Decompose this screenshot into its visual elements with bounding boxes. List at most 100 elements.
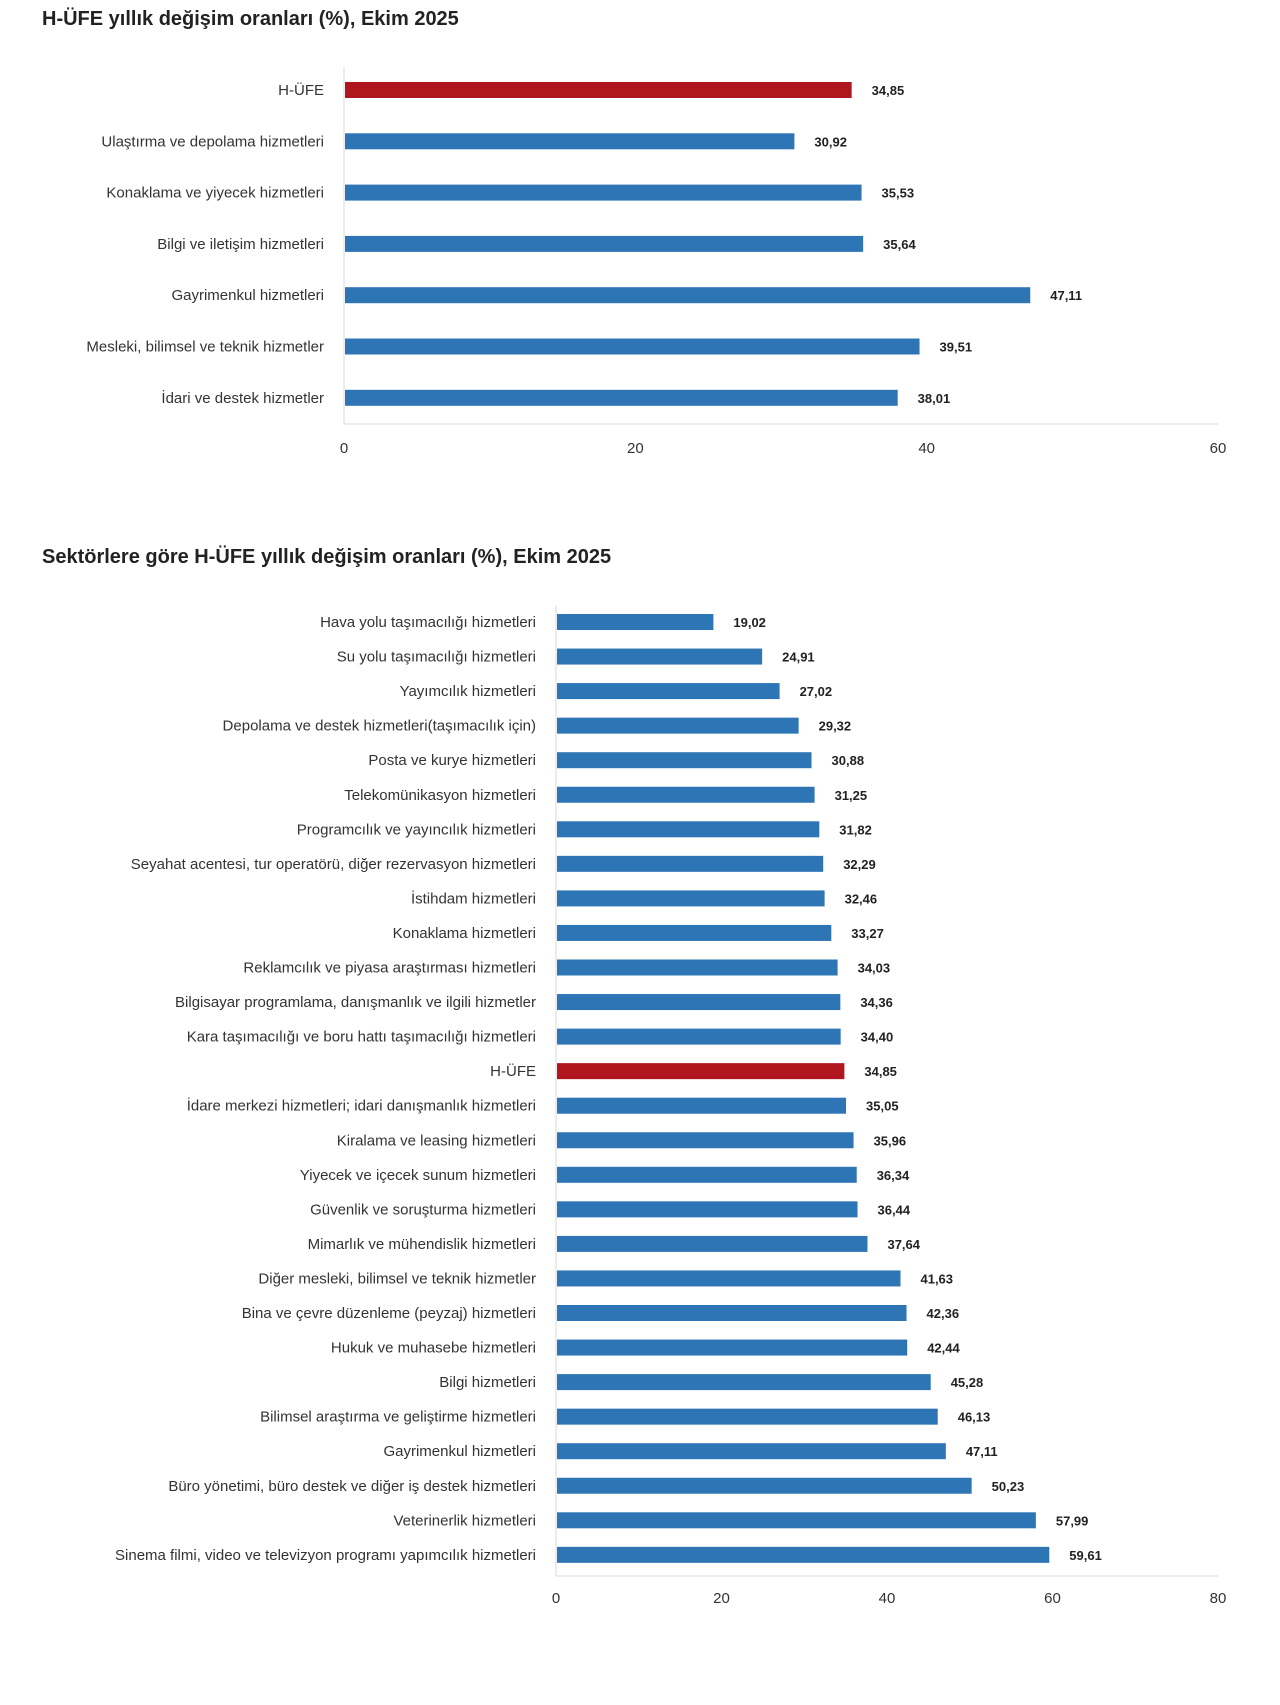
bar-19 [557, 1235, 868, 1252]
value-label: 36,34 [877, 1168, 910, 1183]
value-label: 34,36 [860, 995, 893, 1010]
category-label: Sinema filmi, video ve televizyon progra… [115, 1547, 536, 1564]
category-label: H-ÜFE [490, 1062, 536, 1080]
bar-3 [345, 184, 862, 201]
bar-4 [345, 235, 864, 252]
category-label: Güvenlik ve soruşturma hizmetleri [310, 1201, 536, 1218]
value-label: 33,27 [851, 926, 884, 941]
category-label: Konaklama ve yiyecek hizmetleri [106, 185, 324, 202]
category-label: Reklamcılık ve piyasa araştırması hizmet… [243, 960, 536, 977]
chart-2-title: Sektörlere göre H-ÜFE yıllık değişim ora… [42, 546, 612, 568]
value-label: 35,96 [874, 1133, 907, 1148]
value-label: 45,28 [951, 1375, 984, 1390]
value-label: 32,29 [843, 857, 876, 872]
category-label: Bilgi ve iletişim hizmetleri [157, 236, 324, 253]
value-label: 57,99 [1056, 1513, 1089, 1528]
value-label: 38,01 [918, 391, 951, 406]
category-label: Programcılık ve yayıncılık hizmetleri [297, 821, 536, 838]
x-tick-label: 40 [879, 1590, 896, 1607]
bar-27 [557, 1512, 1036, 1529]
bar-14 [557, 1063, 845, 1080]
category-label: Kara taşımacılığı ve boru hattı taşımacı… [187, 1029, 536, 1046]
category-label: Diğer mesleki, bilimsel ve teknik hizmet… [258, 1270, 536, 1287]
chart-1-title: H-ÜFE yıllık değişim oranları (%), Ekim … [42, 8, 459, 30]
category-label: Telekomünikasyon hizmetleri [344, 787, 536, 804]
bar-7 [345, 389, 898, 406]
x-tick-label: 60 [1210, 440, 1227, 457]
value-label: 31,25 [835, 788, 868, 803]
bar-12 [557, 994, 841, 1011]
value-label: 29,32 [819, 719, 852, 734]
bar-28 [557, 1546, 1050, 1563]
value-label: 35,05 [866, 1099, 899, 1114]
x-tick-label: 20 [627, 440, 644, 457]
value-label: 34,85 [872, 83, 905, 98]
value-label: 37,64 [887, 1237, 920, 1252]
category-label: Mesleki, bilimsel ve teknik hizmetler [86, 339, 324, 356]
bar-23 [557, 1374, 931, 1391]
bar-6 [345, 338, 920, 355]
value-label: 47,11 [1050, 288, 1082, 303]
category-label: Hava yolu taşımacılığı hizmetleri [320, 614, 536, 631]
category-label: Bilimsel araştırma ve geliştirme hizmetl… [260, 1409, 536, 1426]
category-label: Posta ve kurye hizmetleri [368, 752, 536, 769]
bar-2 [345, 133, 795, 150]
value-label: 47,11 [966, 1444, 998, 1459]
bar-1 [345, 82, 852, 98]
bar-5 [557, 752, 812, 769]
value-label: 39,51 [940, 340, 973, 355]
bar-11 [557, 959, 838, 976]
category-label: Ulaştırma ve depolama hizmetleri [101, 133, 324, 150]
value-label: 36,44 [878, 1202, 911, 1217]
bar-22 [557, 1339, 908, 1356]
value-label: 50,23 [992, 1479, 1025, 1494]
category-label: Yiyecek ve içecek sunum hizmetleri [300, 1167, 536, 1184]
value-label: 42,36 [927, 1306, 960, 1321]
bar-15 [557, 1097, 847, 1114]
bar-16 [557, 1132, 854, 1149]
bar-17 [557, 1166, 857, 1183]
category-label: Büro yönetimi, büro destek ve diğer iş d… [168, 1478, 536, 1495]
bar-8 [557, 855, 824, 872]
value-label: 35,64 [883, 237, 916, 252]
category-label: Bilgi hizmetleri [439, 1374, 536, 1391]
value-label: 30,88 [832, 753, 865, 768]
value-label: 42,44 [927, 1341, 960, 1356]
value-label: 59,61 [1069, 1548, 1102, 1563]
value-label: 41,63 [920, 1271, 953, 1286]
category-label: İstihdam hizmetleri [411, 889, 536, 907]
category-label: İdari ve destek hizmetler [161, 389, 324, 407]
value-label: 19,02 [733, 615, 766, 630]
x-tick-label: 60 [1044, 1590, 1061, 1607]
bar-3 [557, 683, 780, 700]
category-label: Mimarlık ve mühendislik hizmetleri [308, 1236, 536, 1253]
bar-25 [557, 1443, 946, 1460]
category-label: Bilgisayar programlama, danışmanlık ve i… [175, 994, 536, 1011]
category-label: Konaklama hizmetleri [393, 925, 536, 942]
bar-24 [557, 1408, 938, 1425]
x-tick-label: 20 [713, 1590, 730, 1607]
bar-7 [557, 821, 820, 838]
value-label: 46,13 [958, 1410, 991, 1425]
category-label: Hukuk ve muhasebe hizmetleri [331, 1340, 536, 1357]
value-label: 30,92 [814, 134, 847, 149]
category-label: Gayrimenkul hizmetleri [171, 287, 324, 304]
value-label: 32,46 [845, 891, 878, 906]
bar-2 [557, 648, 763, 665]
category-label: Bina ve çevre düzenleme (peyzaj) hizmetl… [242, 1305, 536, 1322]
x-tick-label: 0 [552, 1590, 560, 1607]
bar-10 [557, 924, 832, 941]
bar-21 [557, 1305, 907, 1321]
bar-6 [557, 786, 815, 803]
category-label: Depolama ve destek hizmetleri(taşımacılı… [223, 718, 536, 735]
category-label: Gayrimenkul hizmetleri [383, 1443, 536, 1460]
value-label: 27,02 [800, 684, 833, 699]
category-label: Su yolu taşımacılığı hizmetleri [337, 649, 536, 666]
bar-13 [557, 1028, 841, 1045]
value-label: 34,85 [864, 1064, 897, 1079]
category-label: Seyahat acentesi, tur operatörü, diğer r… [131, 856, 536, 873]
category-label: Kiralama ve leasing hizmetleri [337, 1132, 536, 1149]
bar-20 [557, 1270, 901, 1287]
